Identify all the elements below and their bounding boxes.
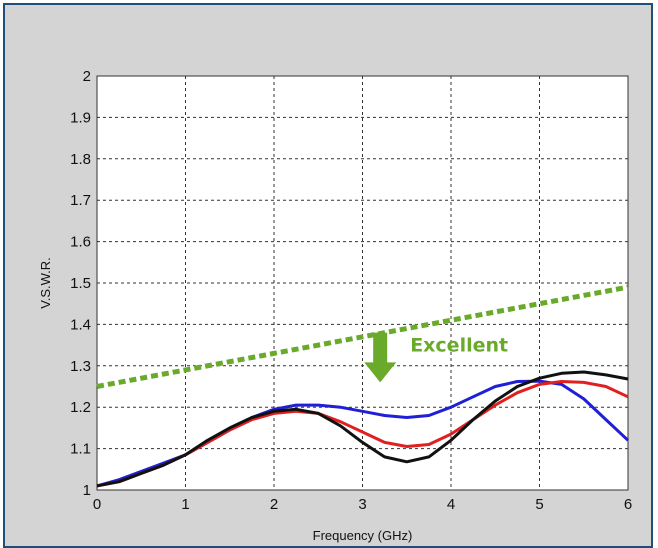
- x-tick-label: 5: [535, 496, 543, 513]
- annotation-label: Excellent: [410, 334, 508, 356]
- grid: [97, 76, 628, 490]
- tick-labels: 0 1 2 3 4 5 611.11.21.31.41.51.61.71.81.92: [70, 68, 632, 513]
- y-tick-label: 1.9: [70, 109, 91, 126]
- x-axis-title: Frequency (GHz): [313, 528, 413, 543]
- y-tick-label: 2: [83, 68, 91, 85]
- x-tick-label: 2: [270, 496, 278, 513]
- y-tick-label: 1.4: [70, 316, 91, 333]
- y-tick-label: 1.7: [70, 192, 91, 209]
- y-tick-label: 1.2: [70, 399, 91, 416]
- x-tick-label: 3: [358, 496, 366, 513]
- y-tick-label: 1.6: [70, 234, 91, 251]
- x-tick-label: 6: [624, 496, 632, 513]
- y-tick-label: 1.3: [70, 358, 91, 375]
- series-layer: [96, 370, 630, 488]
- down-arrow-icon: [364, 332, 397, 383]
- x-tick-label: 0: [93, 496, 101, 513]
- series-line-3: [96, 370, 629, 488]
- annotation: Excellent: [364, 332, 508, 383]
- y-tick-label: 1: [83, 482, 91, 499]
- y-tick-label: 1.1: [70, 441, 91, 458]
- y-axis-title: V.S.W.R.: [38, 257, 53, 309]
- x-tick-label: 4: [447, 496, 455, 513]
- threshold-line: [96, 284, 629, 389]
- threshold-layer: [96, 284, 629, 389]
- y-tick-label: 1.8: [70, 151, 91, 168]
- x-tick-label: 1: [181, 496, 189, 513]
- y-tick-label: 1.5: [70, 275, 91, 292]
